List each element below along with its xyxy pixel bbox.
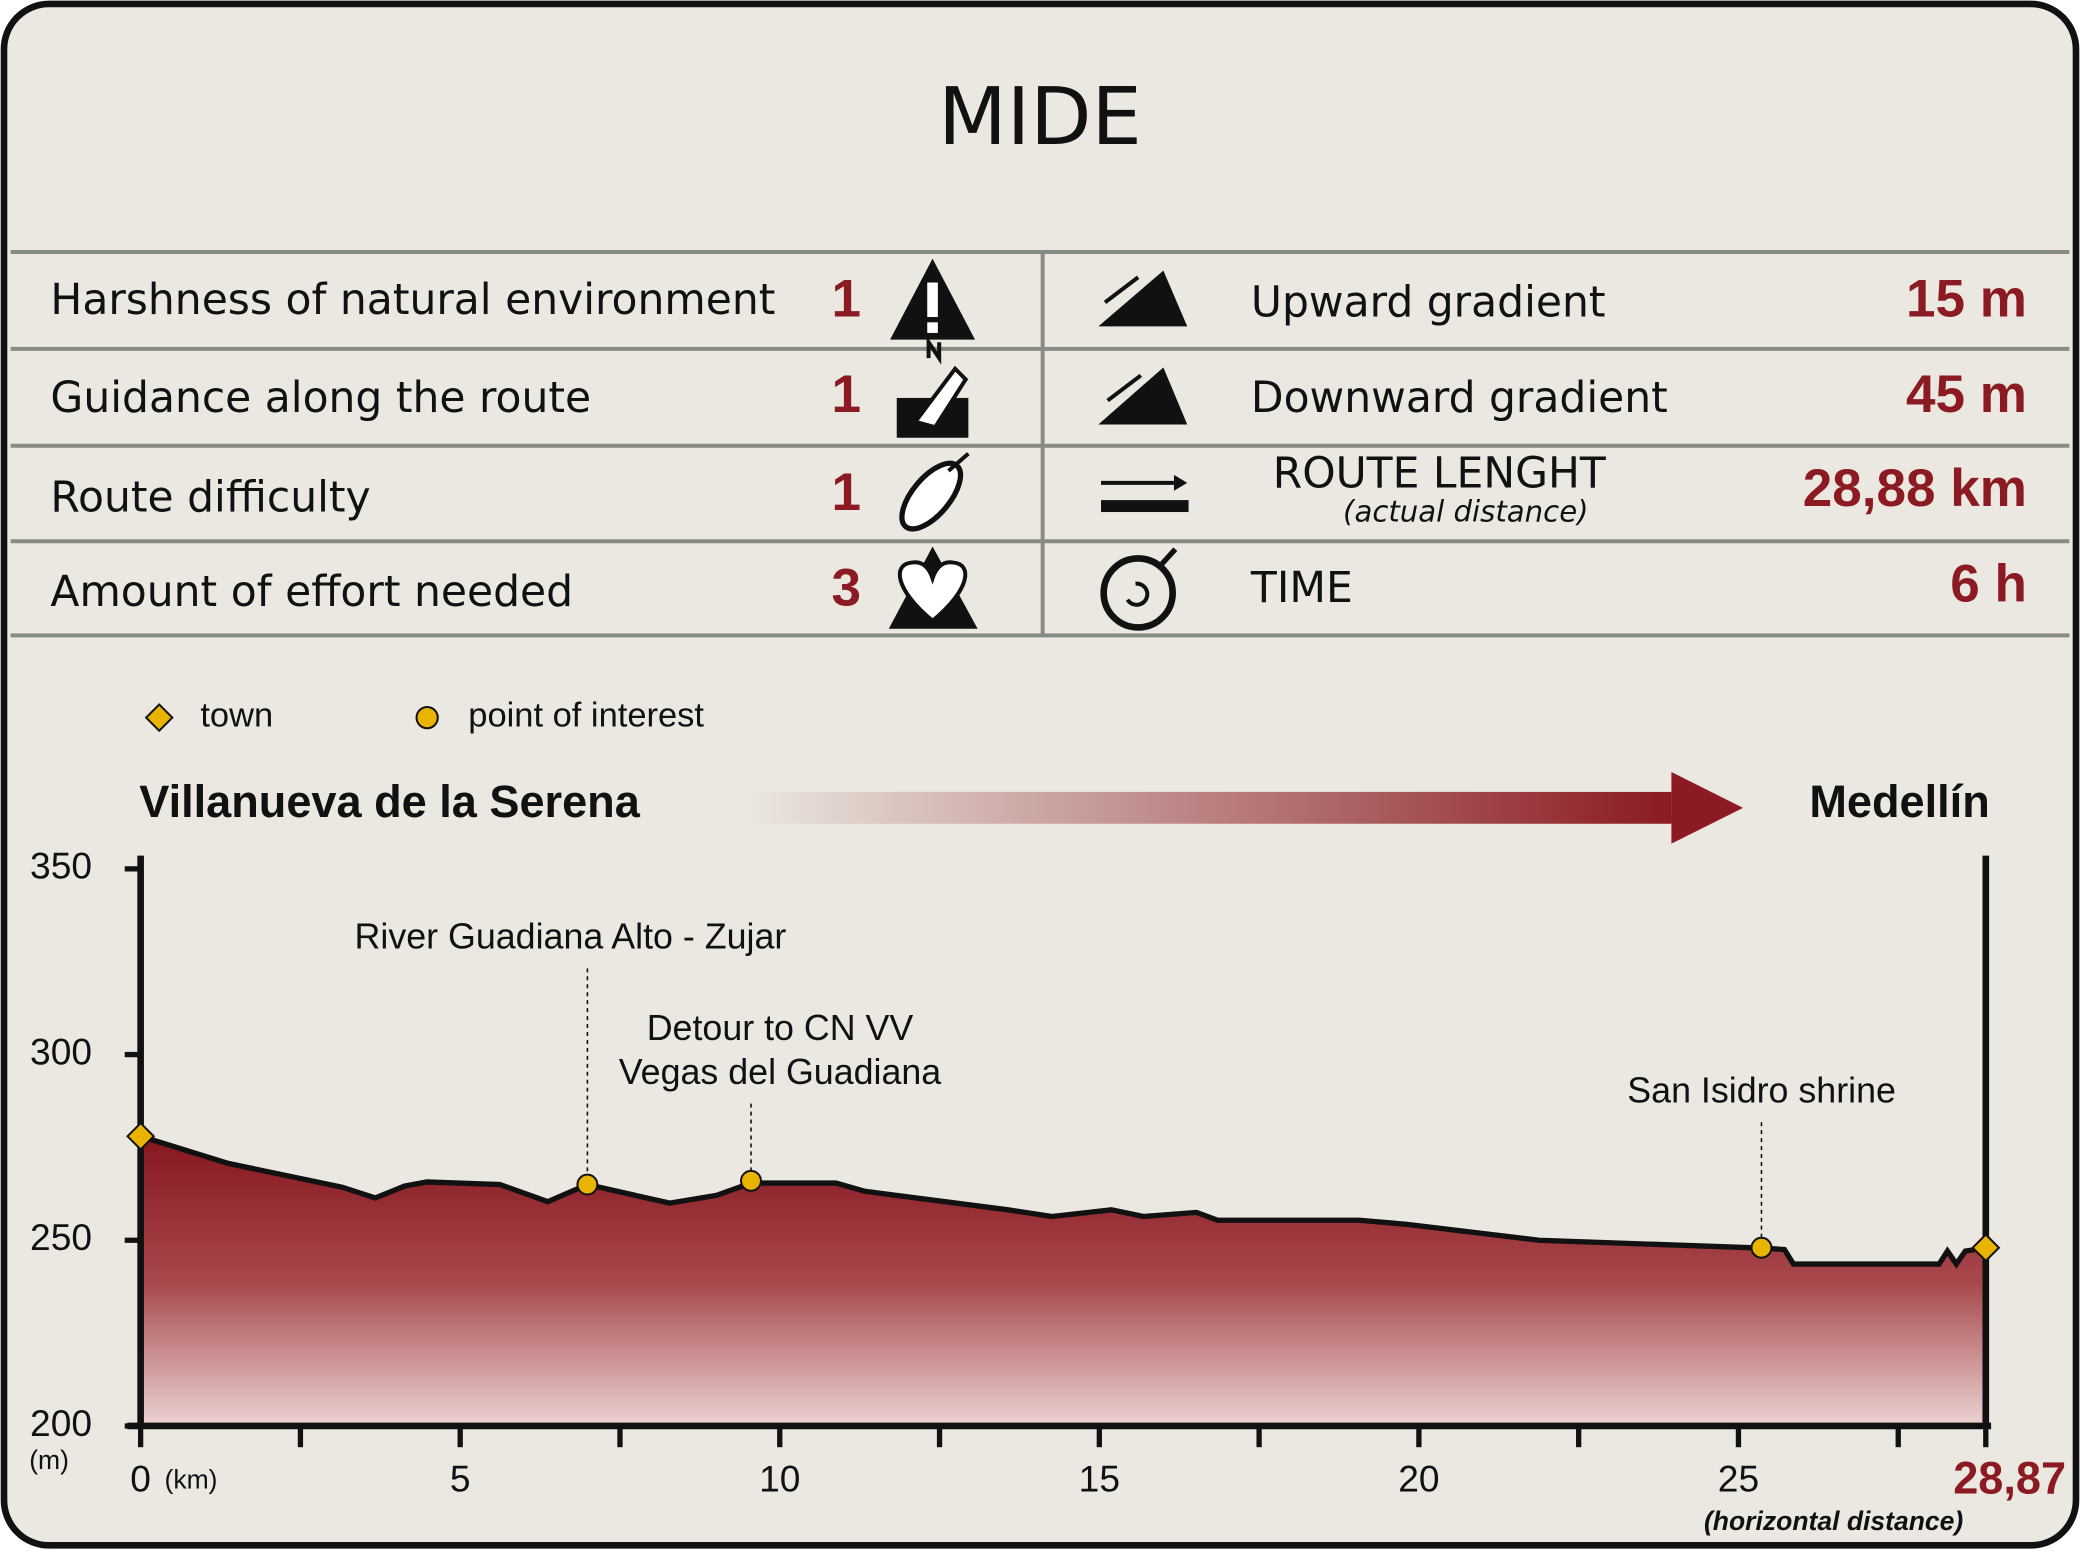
poi-marker (1750, 1236, 1773, 1259)
row-label: Downward gradient (1251, 374, 1668, 423)
y-tick-label: 350 (30, 845, 92, 887)
elevation-line (139, 1133, 1987, 1269)
row-value: 6 h (1950, 555, 2027, 614)
x-tick-label: 28,87 (1953, 1453, 2066, 1504)
row-label: TIME (1250, 564, 1353, 613)
row-label: Harshness of natural environment (50, 276, 775, 325)
poi-label: Vegas del Guadiana (619, 1052, 942, 1092)
row-label: Upward gradient (1251, 279, 1606, 328)
end-label: Medellín (1809, 776, 1989, 827)
y-tick-label: 200 (30, 1402, 92, 1444)
legend-label: town (200, 697, 273, 735)
start-label: Villanueva de la Serena (139, 776, 640, 827)
poi-label: Detour to CN VV (647, 1008, 914, 1048)
direction-arrow-head (1671, 772, 1744, 844)
y-tick-label: 250 (30, 1216, 92, 1258)
row-value: 28,88 km (1803, 459, 2027, 518)
x-tick-label: 15 (1079, 1458, 1120, 1500)
row-label: Amount of effort needed (50, 568, 573, 617)
x-tick-label: 5 (450, 1458, 471, 1500)
x-tick-label: 25 (1718, 1458, 1759, 1500)
row-value: 1 (832, 269, 862, 328)
title: MIDE (938, 70, 1142, 163)
icons (888, 258, 1189, 631)
legend-marker (144, 703, 174, 733)
row-value: 15 m (1906, 269, 2027, 328)
row-value: 1 (832, 365, 862, 424)
row-label: ROUTE LENGHT (1273, 450, 1607, 499)
row-sublabel: (actual distance) (1343, 494, 1588, 528)
elevation-area (140, 1136, 1986, 1426)
x-tick-label: 10 (759, 1458, 800, 1500)
direction-arrow (742, 791, 1672, 824)
x-unit: (km) (165, 1465, 218, 1495)
y-unit: (m) (29, 1445, 69, 1475)
row-value: 45 m (1906, 365, 2027, 424)
row-value: 3 (832, 559, 862, 618)
town-marker (1971, 1233, 2001, 1263)
poi-marker (740, 1169, 762, 1192)
elevation-chart: 200 250 300 350 0 5 10 15 20 25 28,87 town point of … (30, 697, 2066, 1504)
table-lines (10, 250, 2070, 638)
legend-label: point of interest (468, 697, 704, 735)
y-tick-label: 300 (30, 1030, 92, 1072)
town-marker (126, 1121, 156, 1151)
row-value: 1 (832, 463, 862, 522)
legend-marker (415, 706, 439, 730)
x-note: (horizontal distance) (1704, 1506, 1963, 1536)
x-tick-label: 0 (130, 1458, 151, 1500)
poi-label: San Isidro shrine (1627, 1070, 1896, 1110)
row-label: Route difficulty (50, 474, 370, 523)
row-label: Guidance along the route (50, 374, 591, 423)
poi-marker (576, 1173, 599, 1196)
x-tick-label: 20 (1398, 1458, 1439, 1500)
poi-label: River Guadiana Alto - Zujar (355, 917, 787, 957)
